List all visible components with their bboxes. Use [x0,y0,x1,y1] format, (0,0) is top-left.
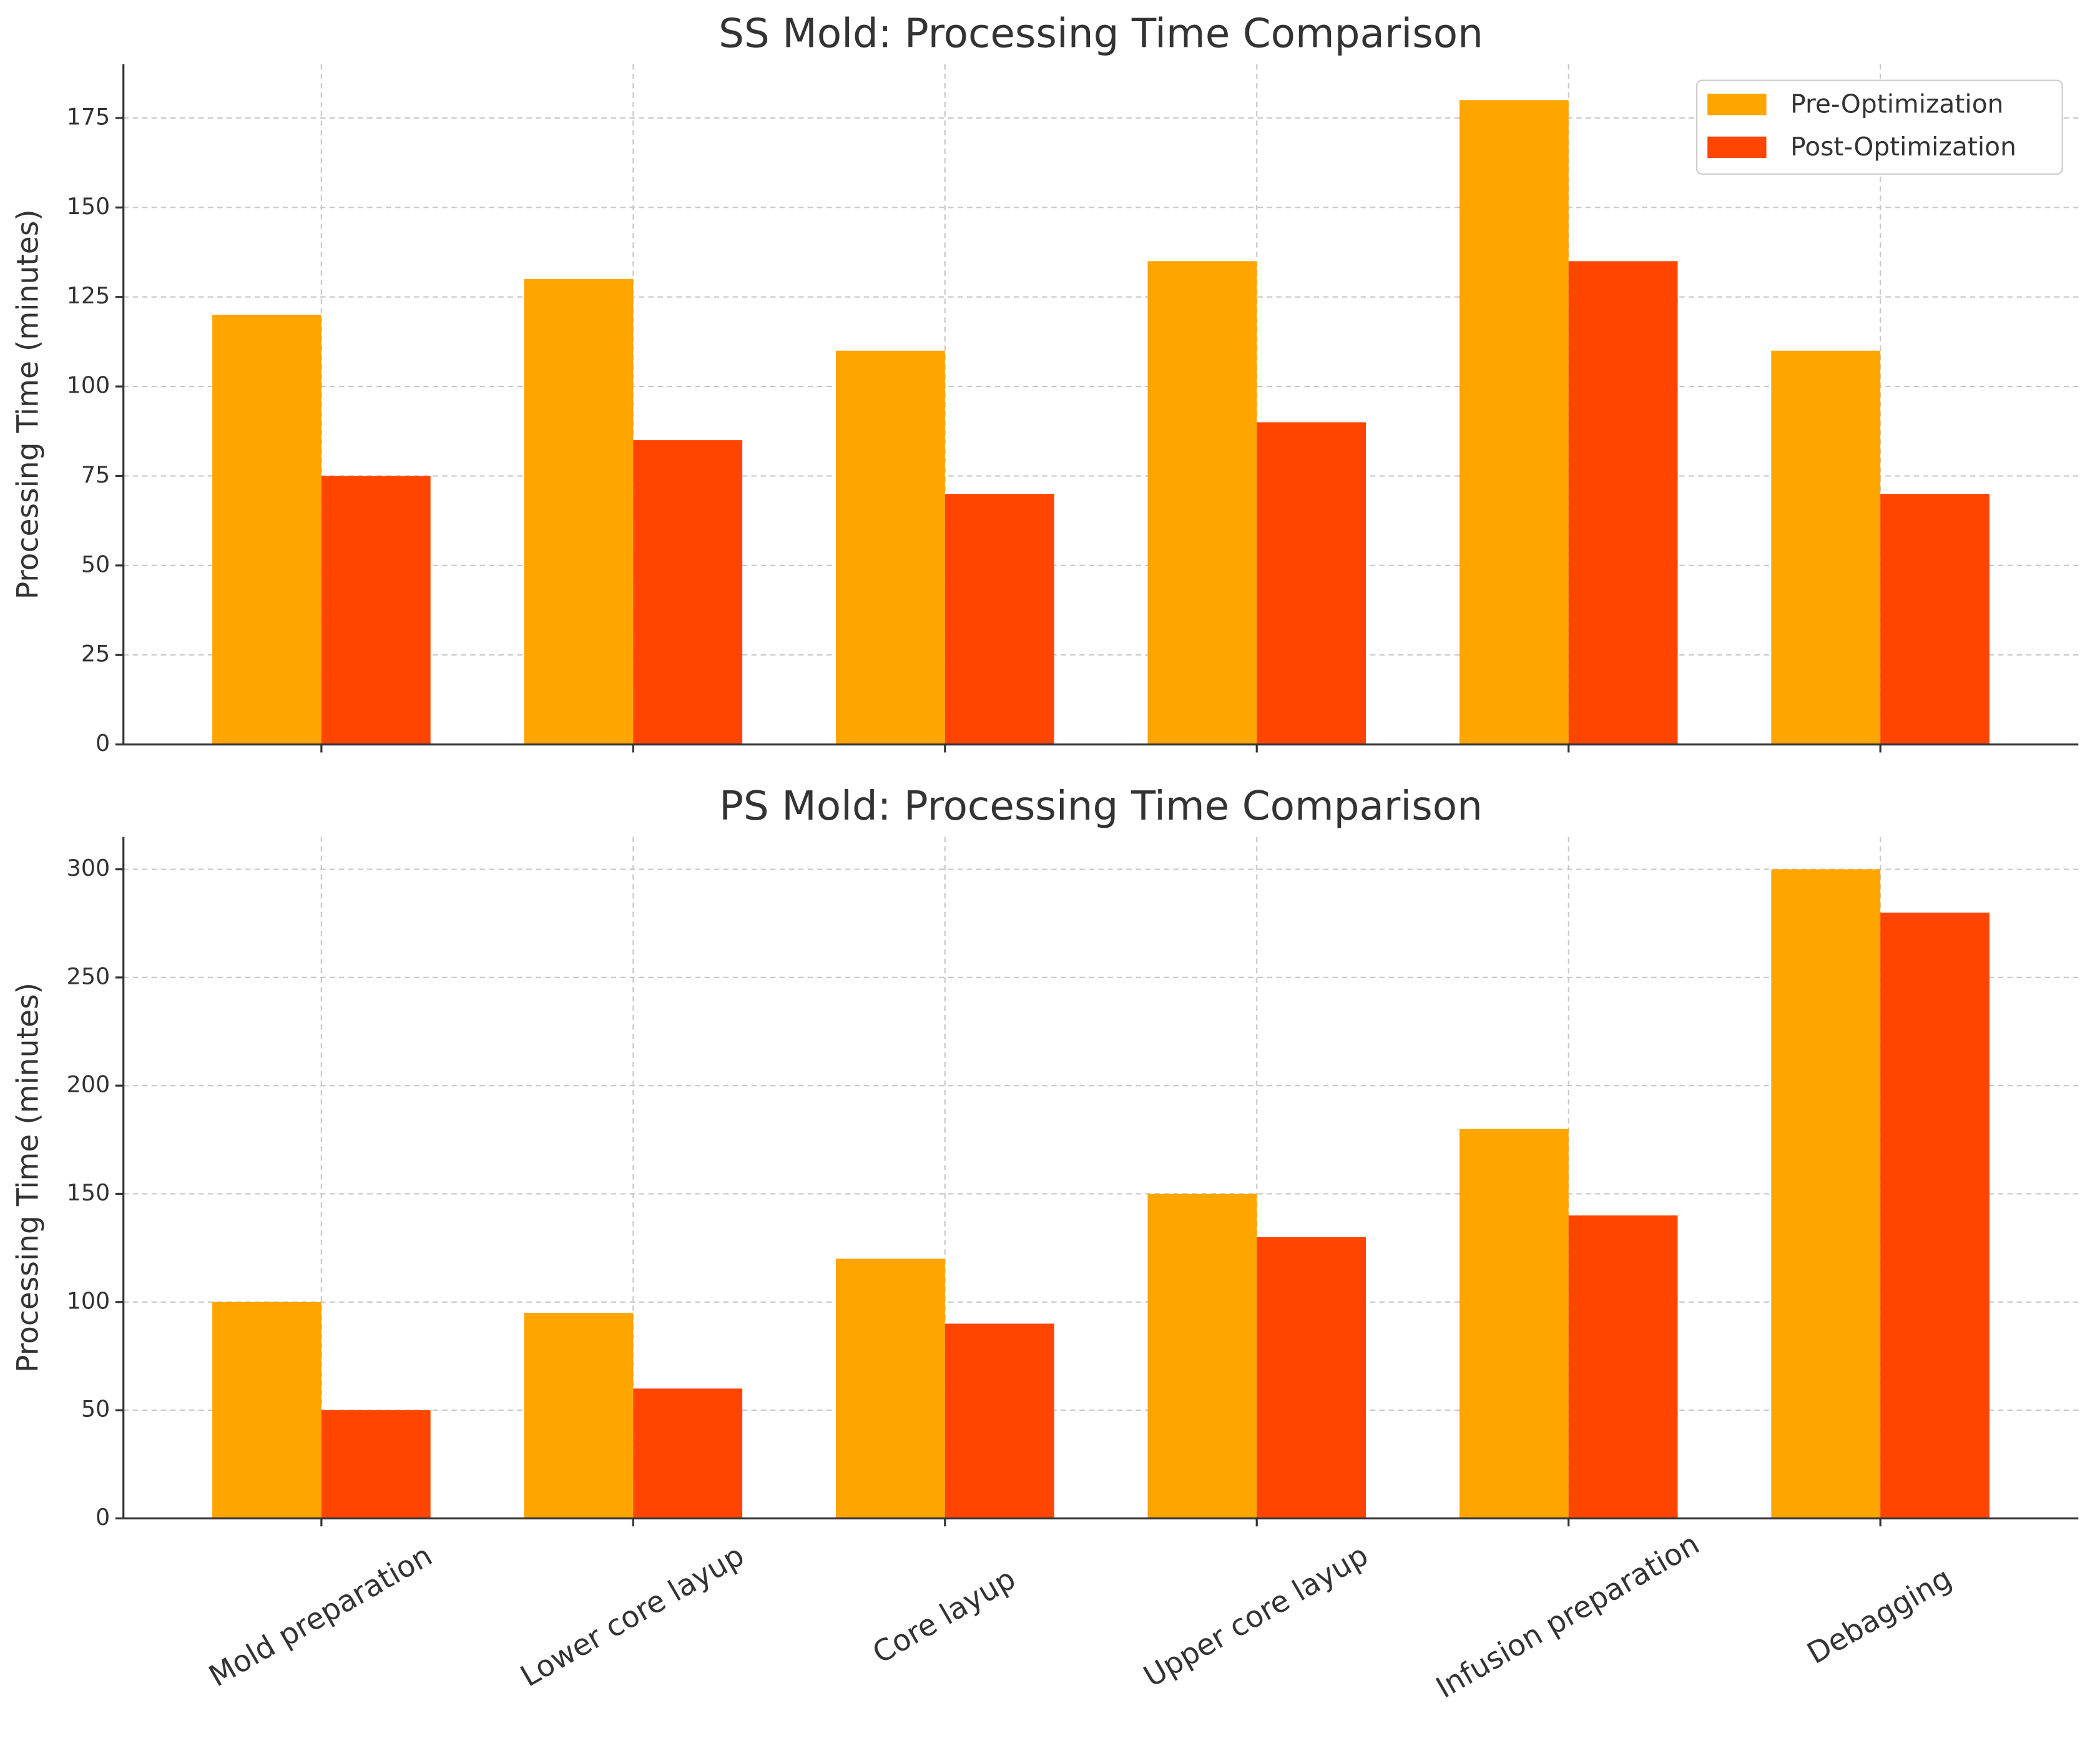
bar [1257,1237,1366,1519]
y-tick-label: 200 [67,1071,110,1098]
y-tick-label: 175 [67,103,110,130]
bar [1771,350,1881,745]
x-tick-label: Core layup [867,1562,1021,1671]
bar [524,279,634,745]
bar [1147,1194,1257,1519]
legend-swatch [1707,136,1767,159]
bar [524,1313,634,1519]
bar [1257,422,1366,745]
bar [212,315,321,745]
legend-label: Post-Optimization [1790,132,2016,162]
y-tick-label: 50 [81,551,110,577]
bar [945,1323,1054,1519]
x-tick-label: Mold preparation [204,1538,438,1694]
bar [633,440,743,745]
x-tick-label: Upper core layup [1138,1538,1374,1694]
bar [1771,869,1881,1519]
x-tick-label: Lower core layup [515,1538,750,1694]
bar [835,1258,945,1519]
y-tick-label: 100 [67,1287,110,1314]
y-tick-label: 100 [67,372,110,399]
bar [1880,912,1990,1519]
bar [1568,1215,1678,1519]
bar [1459,1129,1569,1519]
y-tick-label: 0 [96,1504,110,1531]
y-tick-label: 300 [67,855,110,881]
bar [1568,261,1678,745]
bar [633,1388,743,1519]
y-tick-label: 0 [96,730,110,757]
y-tick-label: 125 [67,282,110,309]
legend-swatch [1707,94,1767,115]
bar [321,476,431,745]
y-axis-label: Processing Time (minutes) [11,209,46,599]
legend-box [1695,79,2063,175]
x-tick-label: Infusion preparation [1430,1527,1705,1705]
legend-label: Pre-Optimization [1790,89,2003,119]
bar [1880,494,1990,745]
x-tick-label: Debagging [1802,1561,1958,1671]
y-tick-label: 250 [67,963,110,989]
chart-title: SS Mold: Processing Time Comparison [719,10,1483,57]
bar [321,1410,431,1519]
bar [212,1302,321,1519]
y-tick-label: 50 [81,1396,110,1423]
bar [1459,100,1569,745]
y-tick-label: 150 [67,193,110,220]
y-axis-label: Processing Time (minutes) [11,983,46,1373]
bar [835,350,945,745]
bar [1147,261,1257,745]
y-tick-label: 75 [81,461,110,488]
chart-title: PS Mold: Processing Time Comparison [719,783,1483,830]
bar [945,494,1054,745]
y-tick-label: 25 [81,640,110,667]
y-tick-label: 150 [67,1179,110,1206]
